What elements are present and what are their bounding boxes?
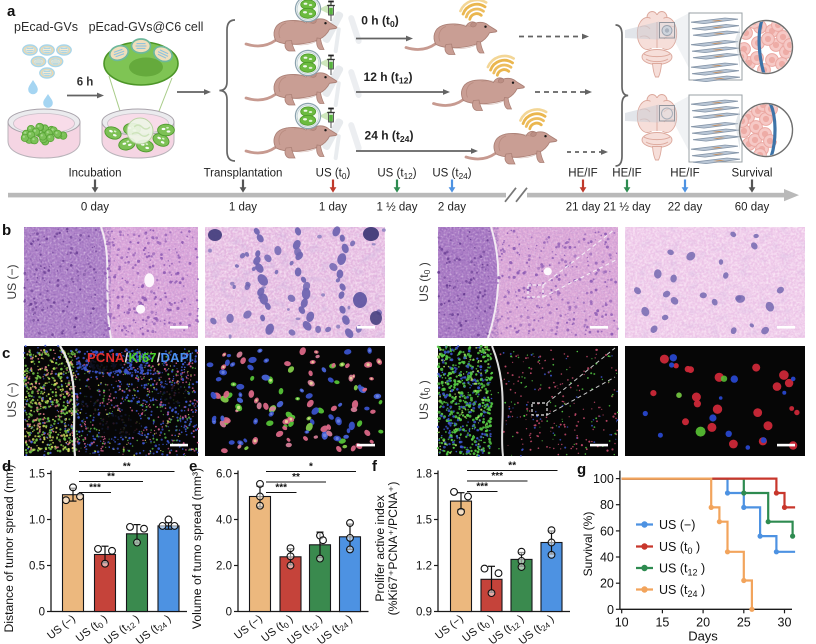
svg-text:US (−): US (−): [659, 518, 695, 532]
svg-text:US (t24 ): US (t24 ): [134, 613, 174, 644]
svg-text:21 ½ day: 21 ½ day: [603, 202, 651, 214]
svg-text:US (−): US (−): [433, 613, 466, 642]
svg-text:22 day: 22 day: [668, 202, 703, 214]
svg-text:1.5: 1.5: [416, 515, 432, 527]
svg-text:Days: Days: [688, 628, 718, 643]
svg-text:12 h (t12): 12 h (t12): [364, 70, 413, 85]
svg-text:f: f: [372, 458, 378, 475]
svg-text:US (−): US (−): [232, 613, 265, 642]
svg-text:HE/IF: HE/IF: [670, 168, 699, 180]
svg-text:US (t0 ): US (t0 ): [417, 380, 432, 419]
svg-text:g: g: [577, 461, 586, 478]
svg-text:20: 20: [600, 577, 614, 591]
svg-text:US (t24 ): US (t24 ): [517, 613, 557, 644]
svg-text:0: 0: [39, 607, 45, 619]
svg-text:US (t0 ): US (t0 ): [417, 262, 432, 301]
svg-text:PCNA/Ki67/DAPI: PCNA/Ki67/DAPI: [87, 350, 192, 365]
svg-text:HE/IF: HE/IF: [612, 168, 641, 180]
svg-text:(%Ki67⁺PCNA⁺/PCNA⁺): (%Ki67⁺PCNA⁺/PCNA⁺): [386, 482, 400, 616]
svg-text:1.2: 1.2: [416, 561, 432, 573]
svg-text:1.8: 1.8: [416, 469, 432, 481]
svg-text:6 h: 6 h: [77, 77, 94, 89]
svg-text:6.0: 6.0: [216, 469, 232, 481]
svg-text:b: b: [2, 222, 11, 239]
svg-text:0.5: 0.5: [29, 561, 45, 573]
svg-text:10: 10: [615, 615, 629, 629]
svg-text:21 day: 21 day: [566, 202, 601, 214]
svg-text:***: ***: [476, 482, 488, 493]
svg-text:1.0: 1.0: [29, 515, 45, 527]
svg-text:Prolifer active index: Prolifer active index: [373, 495, 387, 601]
svg-text:**: **: [123, 462, 131, 473]
svg-text:pEcad-GVs: pEcad-GVs: [14, 20, 78, 34]
svg-text:2.0: 2.0: [216, 561, 232, 573]
svg-text:US (t0 ): US (t0 ): [659, 540, 700, 556]
svg-text:***: ***: [491, 471, 503, 482]
svg-text:*: *: [309, 462, 313, 473]
svg-text:20: 20: [696, 615, 710, 629]
svg-text:1 ½ day: 1 ½ day: [377, 202, 418, 214]
svg-text:80: 80: [600, 498, 614, 512]
svg-text:1 day: 1 day: [319, 202, 347, 214]
svg-text:**: **: [508, 461, 516, 472]
svg-text:Volume of tumo spread (mm³): Volume of tumo spread (mm³): [190, 468, 204, 629]
svg-text:***: ***: [275, 483, 287, 494]
svg-text:1.5: 1.5: [29, 469, 45, 481]
svg-text:US (t24): US (t24): [432, 168, 471, 181]
svg-text:Survival (%): Survival (%): [581, 512, 595, 577]
svg-text:US (−): US (−): [5, 382, 19, 417]
svg-text:2 day: 2 day: [438, 202, 466, 214]
svg-text:100: 100: [593, 472, 614, 486]
svg-text:US (t24 ): US (t24 ): [659, 583, 705, 599]
svg-text:US (t0): US (t0): [316, 168, 351, 181]
svg-text:US (−): US (−): [45, 613, 78, 642]
svg-text:0 day: 0 day: [81, 202, 109, 214]
svg-text:***: ***: [89, 483, 101, 494]
svg-text:a: a: [7, 3, 16, 20]
svg-text:0: 0: [607, 603, 614, 617]
svg-text:4.0: 4.0: [216, 515, 232, 527]
svg-text:US (t12): US (t12): [377, 168, 416, 181]
svg-text:60: 60: [600, 524, 614, 538]
svg-text:0: 0: [226, 607, 232, 619]
svg-text:Transplantation: Transplantation: [204, 168, 283, 180]
svg-text:HE/IF: HE/IF: [568, 168, 597, 180]
svg-text:0.9: 0.9: [416, 607, 432, 619]
svg-text:30: 30: [778, 615, 792, 629]
svg-text:**: **: [292, 472, 300, 483]
svg-text:Survival: Survival: [732, 168, 773, 180]
svg-text:24 h (t24): 24 h (t24): [365, 129, 414, 144]
svg-text:25: 25: [737, 615, 751, 629]
svg-text:**: **: [107, 472, 115, 483]
svg-text:US (t12 ): US (t12 ): [659, 562, 705, 578]
svg-text:1 day: 1 day: [229, 202, 257, 214]
svg-text:0 h (t0): 0 h (t0): [361, 14, 398, 29]
svg-text:60 day: 60 day: [735, 202, 770, 214]
svg-text:US (t24 ): US (t24 ): [315, 613, 355, 644]
svg-text:40: 40: [600, 551, 614, 565]
svg-text:pEcad-GVs@C6 cell: pEcad-GVs@C6 cell: [89, 20, 204, 34]
svg-text:US (−): US (−): [5, 264, 19, 299]
svg-text:15: 15: [655, 615, 669, 629]
svg-text:Distance of tumor spread (mm): Distance of tumor spread (mm): [2, 465, 16, 633]
svg-text:Incubation: Incubation: [68, 168, 121, 180]
svg-text:c: c: [2, 345, 10, 362]
